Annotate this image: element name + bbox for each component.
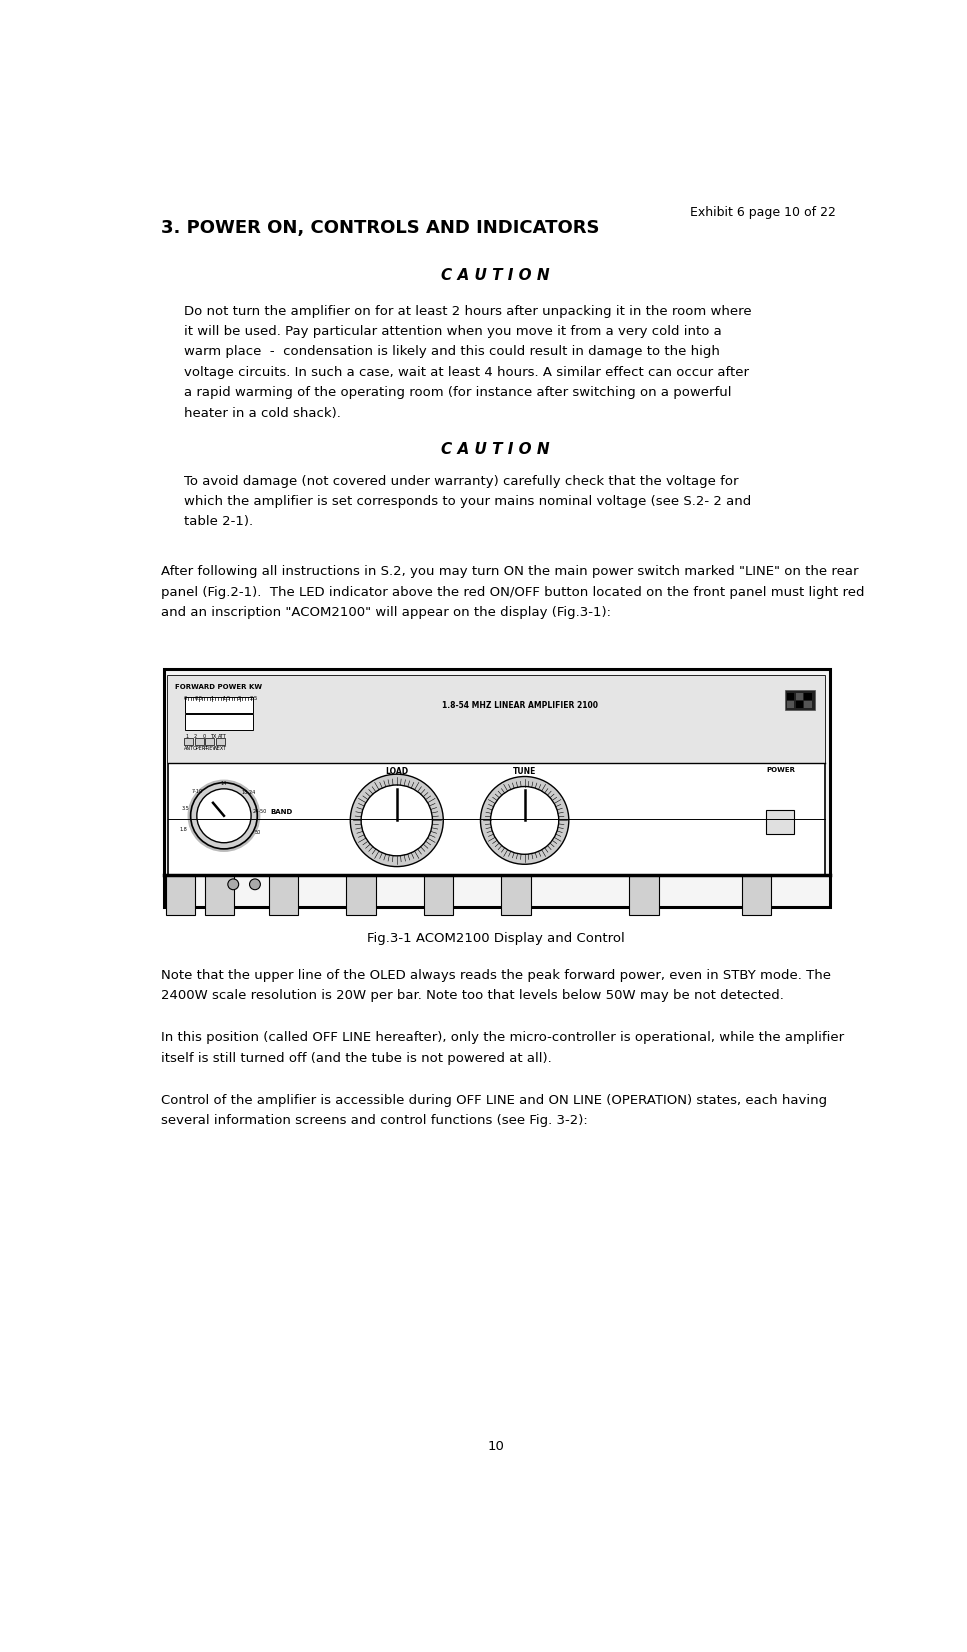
Text: heater in a cold shack).: heater in a cold shack). — [185, 406, 341, 420]
Bar — [805, 692, 812, 699]
Text: 2400W scale resolution is 20W per bar. Note too that levels below 50W may be not: 2400W scale resolution is 20W per bar. N… — [161, 990, 784, 1003]
Text: voltage circuits. In such a case, wait at least 4 hours. A similar effect can oc: voltage circuits. In such a case, wait a… — [185, 365, 749, 378]
Text: it will be used. Pay particular attention when you move it from a very cold into: it will be used. Pay particular attentio… — [185, 325, 722, 339]
Circle shape — [249, 879, 260, 890]
Bar — [186, 697, 253, 712]
Text: Fig.3-1 ACOM2100 Display and Control: Fig.3-1 ACOM2100 Display and Control — [366, 932, 625, 945]
Text: C A U T I O N: C A U T I O N — [441, 268, 550, 282]
Text: 2.5: 2.5 — [249, 695, 257, 700]
Bar — [630, 876, 659, 915]
Text: Exhibit 6 page 10 of 22: Exhibit 6 page 10 of 22 — [689, 206, 835, 220]
Text: TUNE: TUNE — [513, 767, 537, 775]
Bar — [796, 700, 804, 709]
Text: C A U T I O N: C A U T I O N — [441, 443, 550, 458]
Bar — [502, 876, 531, 915]
Text: 0.5: 0.5 — [194, 695, 203, 700]
Text: 24-50: 24-50 — [252, 809, 267, 814]
Text: which the amplifier is set corresponds to your mains nominal voltage (see S.2- 2: which the amplifier is set corresponds t… — [185, 496, 751, 509]
Text: PREV: PREV — [203, 747, 217, 752]
Text: OPER: OPER — [192, 747, 206, 752]
Bar — [168, 676, 826, 763]
Text: TX: TX — [210, 733, 217, 738]
Text: 0: 0 — [203, 733, 206, 738]
Bar — [786, 700, 794, 709]
Bar — [195, 738, 204, 745]
Bar — [796, 692, 804, 699]
Text: ATT: ATT — [218, 733, 227, 738]
Circle shape — [350, 775, 443, 867]
Text: In this position (called OFF LINE hereafter), only the micro-controller is opera: In this position (called OFF LINE hereaf… — [161, 1031, 844, 1044]
Text: 10: 10 — [487, 1441, 504, 1454]
Bar — [786, 692, 794, 699]
Text: NEXT: NEXT — [214, 747, 227, 752]
Circle shape — [190, 783, 257, 849]
Text: 2: 2 — [238, 695, 242, 700]
Text: 18-24: 18-24 — [242, 790, 256, 795]
Bar — [168, 676, 826, 876]
Bar — [205, 876, 234, 915]
Text: ANT: ANT — [184, 747, 194, 752]
Circle shape — [228, 879, 239, 890]
Text: 2: 2 — [194, 733, 197, 738]
Text: and an inscription "ACOM2100" will appear on the display (Fig.3-1):: and an inscription "ACOM2100" will appea… — [161, 606, 611, 620]
Text: POWER: POWER — [766, 767, 795, 773]
Text: a rapid warming of the operating room (for instance after switching on a powerfu: a rapid warming of the operating room (f… — [185, 387, 732, 400]
Text: 0: 0 — [184, 695, 187, 700]
Text: several information screens and control functions (see Fig. 3-2):: several information screens and control … — [161, 1113, 588, 1127]
Bar — [346, 876, 376, 915]
Bar — [269, 876, 299, 915]
Text: itself is still turned off (and the tube is not powered at all).: itself is still turned off (and the tube… — [161, 1052, 552, 1066]
Bar — [424, 876, 454, 915]
Bar — [216, 738, 224, 745]
Text: To avoid damage (not covered under warranty) carefully check that the voltage fo: To avoid damage (not covered under warra… — [185, 474, 739, 487]
Text: 50: 50 — [255, 831, 261, 836]
Text: panel (Fig.2-1).  The LED indicator above the red ON/OFF button located on the f: panel (Fig.2-1). The LED indicator above… — [161, 585, 864, 598]
Text: 7-10: 7-10 — [191, 788, 202, 793]
FancyBboxPatch shape — [163, 669, 830, 907]
Text: 1: 1 — [186, 733, 189, 738]
Circle shape — [188, 780, 260, 852]
Text: 3. POWER ON, CONTROLS AND INDICATORS: 3. POWER ON, CONTROLS AND INDICATORS — [161, 220, 600, 236]
Text: table 2-1).: table 2-1). — [185, 515, 253, 529]
Circle shape — [197, 790, 251, 843]
Text: Do not turn the amplifier on for at least 2 hours after unpacking it in the room: Do not turn the amplifier on for at leas… — [185, 304, 752, 317]
Text: LOAD: LOAD — [385, 767, 408, 775]
Circle shape — [490, 786, 559, 854]
Text: 1.8: 1.8 — [180, 828, 188, 833]
Bar — [186, 714, 253, 730]
Circle shape — [361, 785, 432, 856]
Bar — [805, 700, 812, 709]
Bar — [205, 738, 215, 745]
Text: 1.5: 1.5 — [222, 695, 230, 700]
Bar — [767, 809, 794, 834]
Text: After following all instructions in S.2, you may turn ON the main power switch m: After following all instructions in S.2,… — [161, 565, 859, 578]
Text: BAND: BAND — [271, 809, 293, 814]
Bar — [785, 689, 814, 709]
Bar — [185, 738, 193, 745]
Text: warm place  -  condensation is likely and this could result in damage to the hig: warm place - condensation is likely and … — [185, 345, 720, 358]
Text: 1.8-54 MHZ LINEAR AMPLIFIER 2100: 1.8-54 MHZ LINEAR AMPLIFIER 2100 — [442, 700, 598, 710]
Text: 14: 14 — [220, 781, 227, 786]
Text: Note that the upper line of the OLED always reads the peak forward power, even i: Note that the upper line of the OLED alw… — [161, 970, 832, 981]
Text: FORWARD POWER KW: FORWARD POWER KW — [175, 684, 262, 691]
Text: 3.5: 3.5 — [182, 806, 190, 811]
Text: Control of the amplifier is accessible during OFF LINE and ON LINE (OPERATION) s: Control of the amplifier is accessible d… — [161, 1094, 828, 1107]
Text: 1: 1 — [211, 695, 214, 700]
Bar — [165, 876, 195, 915]
Circle shape — [481, 776, 569, 864]
Bar — [742, 876, 771, 915]
